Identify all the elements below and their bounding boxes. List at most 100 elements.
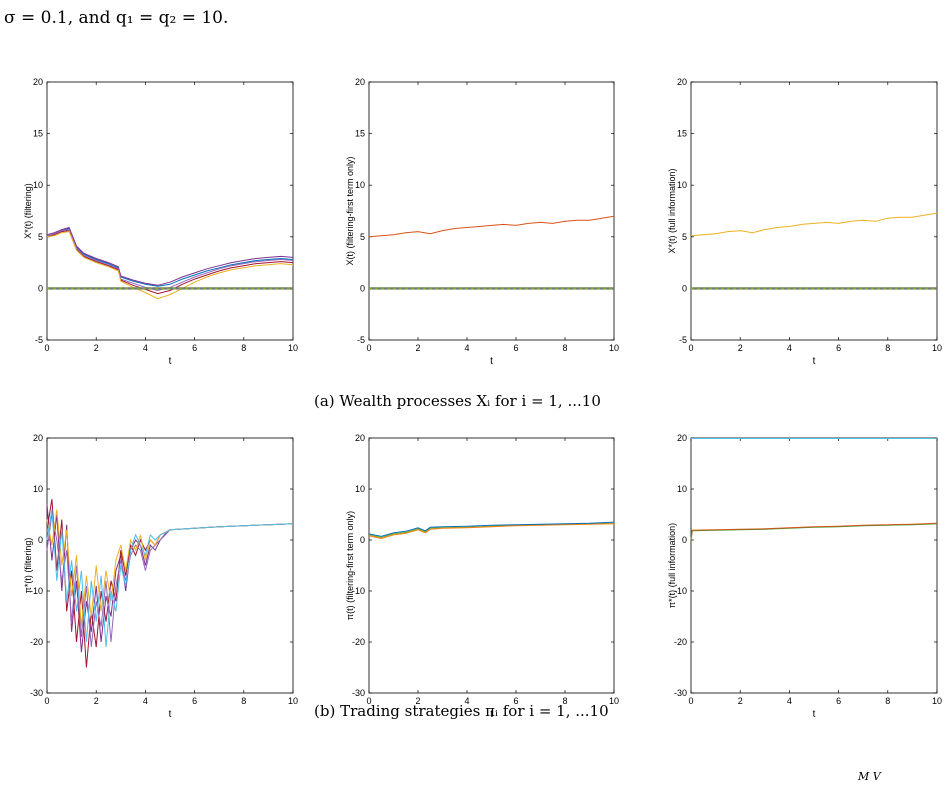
series-line [368, 215, 615, 238]
x-tick-label: 6 [836, 343, 841, 353]
series-line [46, 509, 294, 648]
x-tick-label: 2 [94, 696, 99, 706]
x-tick-label: 2 [415, 343, 420, 353]
y-tick-label: -20 [674, 637, 687, 647]
x-tick-label: 2 [738, 343, 743, 353]
series-line [368, 521, 615, 537]
y-tick-label: -20 [352, 637, 365, 647]
x-tick-label: 10 [609, 696, 619, 706]
x-tick-label: 8 [885, 696, 890, 706]
y-tick-label: 0 [682, 535, 687, 545]
axes-box [368, 81, 615, 341]
axes-box [46, 437, 294, 694]
x-tick-label: 4 [787, 343, 792, 353]
y-tick-label: 0 [360, 535, 365, 545]
x-axis-label: t [169, 356, 172, 367]
x-tick-label: 4 [787, 696, 792, 706]
x-tick-label: 10 [932, 343, 942, 353]
caption-wealth: (a) Wealth processes Xᵢ for i = 1, ...10 [314, 392, 601, 410]
footer-fragment: M V [858, 770, 881, 783]
x-tick-label: 6 [513, 343, 518, 353]
x-tick-label: 10 [932, 696, 942, 706]
y-tick-label: -5 [679, 335, 687, 345]
y-axis-label: π*(t) (filtering) [23, 538, 33, 594]
x-tick-label: 2 [94, 343, 99, 353]
x-tick-label: 6 [513, 696, 518, 706]
panel-strategy-full-info: 0 2 4 6 8 10 -30 -20 -10 0 10 20 t π*(t) (full inform… [667, 433, 942, 720]
y-tick-label: 15 [33, 129, 43, 139]
x-tick-label: 4 [464, 343, 469, 353]
x-axis-label: t [490, 356, 493, 367]
x-tick-label: 8 [562, 696, 567, 706]
y-tick-label: 10 [33, 180, 43, 190]
y-tick-label: 10 [355, 484, 365, 494]
x-axis-label: t [813, 709, 816, 720]
y-tick-label: 20 [33, 433, 43, 443]
axes-box [46, 81, 294, 341]
y-tick-label: 5 [38, 232, 43, 242]
x-tick-label: 4 [464, 696, 469, 706]
y-tick-label: 20 [355, 433, 365, 443]
y-axis-label: π(t) (filtering-first term only) [345, 511, 355, 620]
x-axis-label: t [813, 356, 816, 367]
caption-strategies: (b) Trading strategies πᵢ for i = 1, ...… [314, 702, 609, 720]
x-tick-label: 0 [44, 696, 49, 706]
x-tick-label: 0 [366, 343, 371, 353]
x-tick-label: 8 [241, 696, 246, 706]
y-tick-label: -5 [357, 335, 365, 345]
y-axis-label: X*(t) (filtering) [23, 183, 33, 239]
y-tick-label: 0 [360, 283, 365, 293]
y-tick-label: -5 [35, 335, 43, 345]
x-tick-label: 6 [192, 343, 197, 353]
x-tick-label: 2 [415, 696, 420, 706]
x-tick-label: 8 [562, 343, 567, 353]
x-tick-label: 0 [688, 696, 693, 706]
axes-box [690, 81, 938, 341]
x-tick-label: 6 [836, 696, 841, 706]
y-tick-label: 10 [677, 484, 687, 494]
y-tick-label: -10 [352, 586, 365, 596]
y-tick-label: 10 [355, 180, 365, 190]
series-line [368, 523, 615, 540]
header-text: σ = 0.1, and q₁ = q₂ = 10. [4, 8, 229, 28]
x-tick-label: 4 [143, 696, 148, 706]
y-tick-label: 20 [677, 433, 687, 443]
y-tick-label: 0 [38, 535, 43, 545]
series-line [46, 231, 294, 300]
axes-box [690, 437, 938, 694]
y-tick-label: 15 [677, 129, 687, 139]
y-tick-label: 20 [33, 77, 43, 87]
x-axis-label: t [490, 709, 493, 720]
x-tick-label: 10 [288, 696, 298, 706]
x-tick-label: 6 [192, 696, 197, 706]
y-tick-label: -30 [30, 688, 43, 698]
x-tick-label: 0 [688, 343, 693, 353]
series-line [690, 522, 938, 541]
x-axis-label: t [169, 709, 172, 720]
y-tick-label: -10 [674, 586, 687, 596]
y-tick-label: 10 [33, 484, 43, 494]
y-axis-label: π*(t) (full information) [667, 523, 677, 608]
series-line [690, 212, 938, 237]
y-tick-label: 0 [682, 283, 687, 293]
x-tick-label: 8 [885, 343, 890, 353]
panel-strategy-filtering: 0 2 4 6 8 10 -30 -20 -10 0 10 20 t π*(t) (filtering) [23, 433, 298, 720]
x-tick-label: 2 [738, 696, 743, 706]
panel-strategy-first-term: 0 2 4 6 8 10 -30 -20 -10 0 10 20 t π(t) (filtering-fi… [345, 433, 619, 720]
x-tick-label: 10 [609, 343, 619, 353]
series-line [46, 226, 294, 286]
y-tick-label: -30 [674, 688, 687, 698]
x-tick-label: 4 [143, 343, 148, 353]
axes-box [368, 437, 615, 694]
y-tick-label: 20 [355, 77, 365, 87]
y-tick-label: 15 [355, 129, 365, 139]
y-tick-label: -20 [30, 637, 43, 647]
y-tick-label: 5 [682, 232, 687, 242]
x-tick-label: 8 [241, 343, 246, 353]
y-tick-label: 5 [360, 232, 365, 242]
x-tick-label: 0 [366, 696, 371, 706]
